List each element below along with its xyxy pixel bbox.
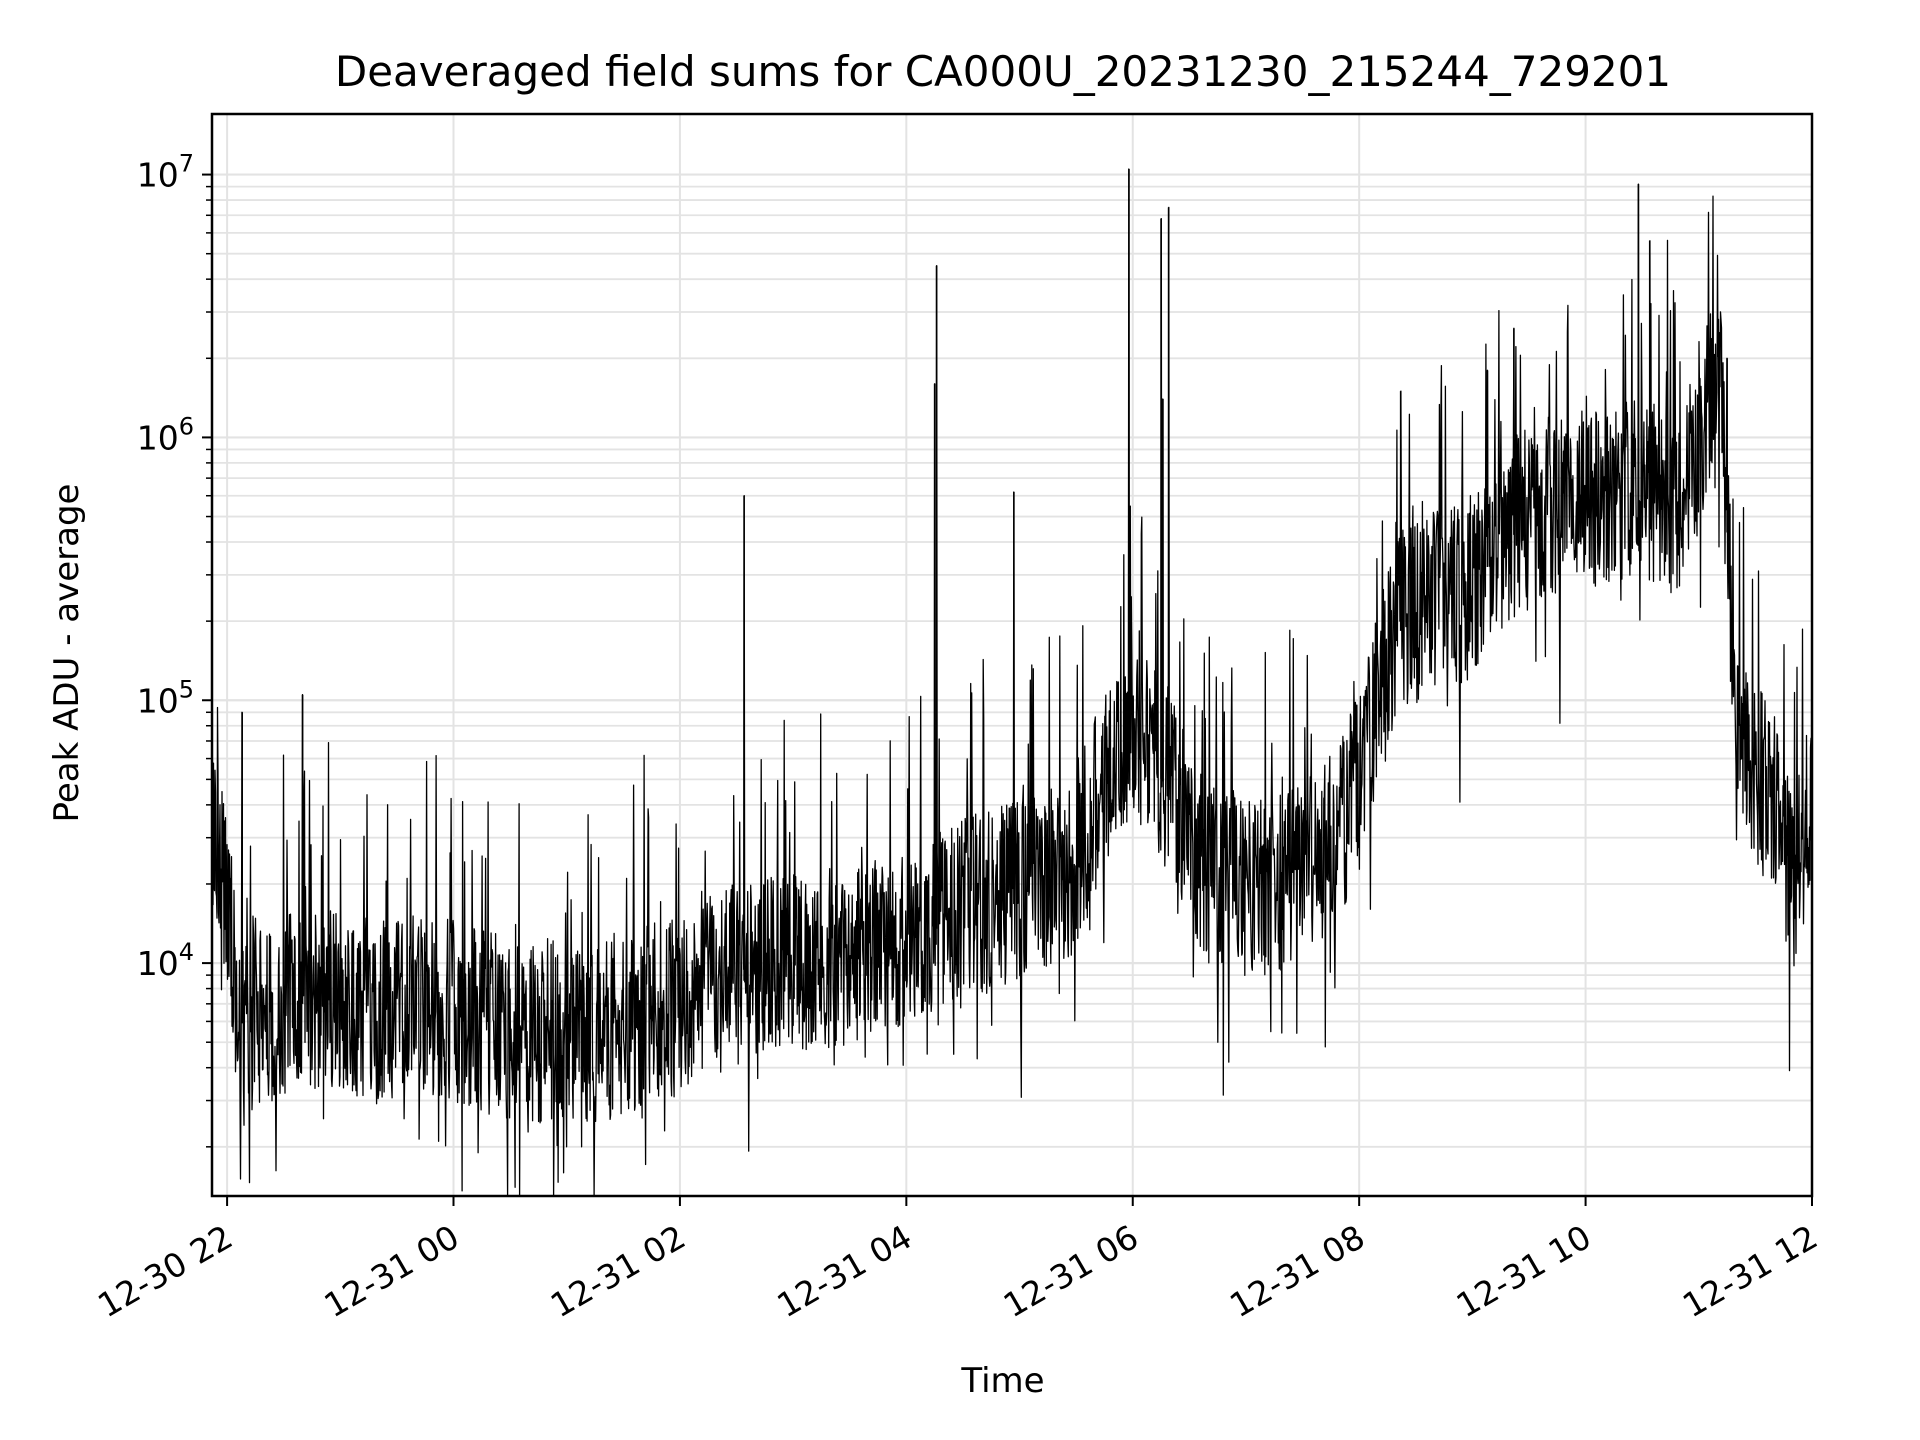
y-axis-title: Peak ADU - average xyxy=(47,484,87,823)
y-tick-label: 107 xyxy=(137,150,194,195)
y-tick-label: 104 xyxy=(137,938,194,983)
y-tick-labels: 104 105 106 107 xyxy=(137,150,194,984)
plot-frame xyxy=(210,112,1814,1198)
y-tick-label: 106 xyxy=(137,412,194,457)
series-layer xyxy=(211,168,1813,1197)
series-line xyxy=(211,168,1813,1197)
chart-title: Deaveraged field sums for CA000U_2023123… xyxy=(335,47,1671,96)
x-axis-title: Time xyxy=(960,1361,1044,1401)
y-tick-label: 105 xyxy=(137,675,194,720)
tick-marks xyxy=(202,173,1813,1206)
